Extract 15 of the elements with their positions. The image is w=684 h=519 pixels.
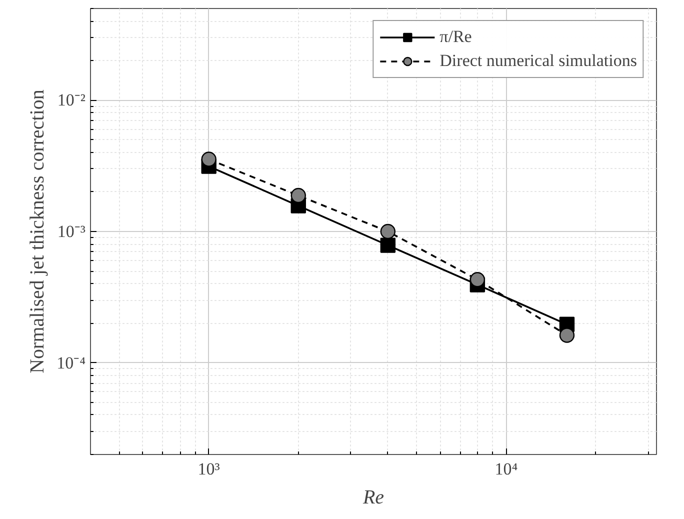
point <box>380 238 396 253</box>
point <box>380 224 396 240</box>
point <box>470 272 486 288</box>
point <box>559 328 575 343</box>
x-tick-label: 10⁴ <box>494 460 518 478</box>
point <box>290 188 306 204</box>
y-tick-label: 10⁻² <box>57 90 86 110</box>
legend-label: Direct numerical simulations <box>440 51 637 71</box>
y-axis-title: Normalised jet thickness correction <box>26 90 49 374</box>
x-tick-label: 10³ <box>198 460 220 478</box>
x-axis-title: Re <box>362 486 384 508</box>
y-tick-label: 10⁻³ <box>57 222 86 241</box>
y-tick-label: 10⁻⁴ <box>56 353 86 372</box>
point <box>201 152 216 167</box>
legend-label: π/Re <box>440 27 472 47</box>
